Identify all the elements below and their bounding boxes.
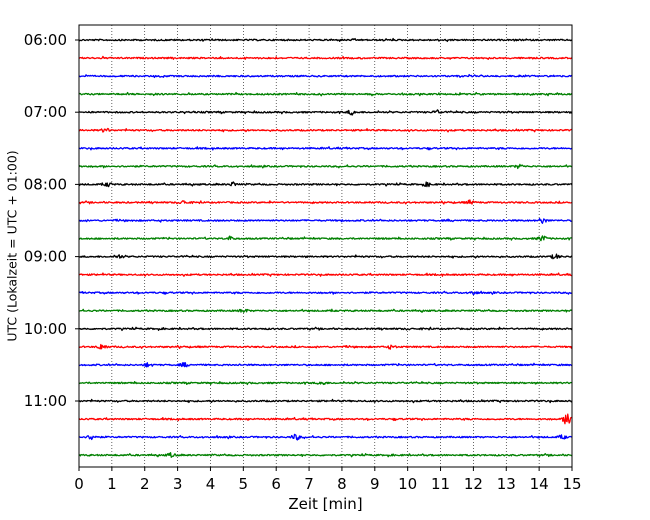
trace-line — [78, 217, 572, 224]
x-tick-label: 0 — [74, 475, 84, 493]
trace-line — [78, 91, 573, 97]
trace-line — [78, 181, 573, 188]
x-tick-label: 13 — [497, 475, 516, 493]
x-tick-label: 1 — [107, 475, 117, 493]
trace-line — [78, 253, 573, 260]
y-tick-label: 07:00 — [24, 103, 67, 121]
trace-line — [78, 362, 573, 368]
x-axis-label: Zeit [min] — [288, 495, 362, 513]
trace-line — [78, 73, 573, 79]
trace-line — [78, 380, 573, 386]
y-axis-label: UTC (Lokalzeit = UTC + 01:00) — [4, 150, 19, 341]
trace-line — [78, 452, 573, 458]
trace-line — [78, 235, 573, 242]
trace-line — [78, 433, 573, 441]
trace-line — [78, 146, 573, 151]
trace-line — [78, 326, 573, 332]
x-tick-label: 12 — [464, 475, 483, 493]
y-tick-label: 06:00 — [24, 31, 67, 49]
trace-line — [78, 127, 573, 133]
x-tick-label: 11 — [431, 475, 450, 493]
plot-frame — [78, 24, 573, 468]
x-tick-label: 15 — [562, 475, 581, 493]
trace-line — [78, 343, 573, 350]
x-tick-label: 14 — [530, 475, 549, 493]
trace-line — [78, 37, 573, 43]
x-tick-label: 6 — [271, 475, 281, 493]
x-tick-label: 7 — [304, 475, 314, 493]
trace-line — [78, 398, 573, 404]
x-tick-label: 5 — [239, 475, 249, 493]
y-tick-label: 08:00 — [24, 175, 67, 193]
y-tick-label: 10:00 — [24, 320, 67, 338]
trace-line — [78, 199, 573, 205]
x-tick-label: 8 — [337, 475, 347, 493]
trace-line — [78, 308, 573, 313]
trace-line — [78, 55, 573, 61]
trace-line — [78, 109, 573, 116]
y-tick-label: 11:00 — [24, 392, 67, 410]
trace-line — [78, 163, 573, 170]
trace-line — [78, 290, 573, 296]
trace-line — [78, 272, 573, 277]
trace-layer — [78, 37, 573, 458]
y-tick-label: 09:00 — [24, 248, 67, 266]
x-tick-label: 4 — [206, 475, 216, 493]
trace-line — [78, 413, 573, 425]
x-tick-label: 3 — [173, 475, 183, 493]
x-tick-label: 10 — [398, 475, 417, 493]
axis-layer: 0 1 2 3 4 5 6 7 8 9 10 11 12 13 14 1506:0007:0008:0009:… — [24, 31, 582, 493]
x-tick-label: 9 — [370, 475, 380, 493]
x-tick-label: 2 — [140, 475, 150, 493]
